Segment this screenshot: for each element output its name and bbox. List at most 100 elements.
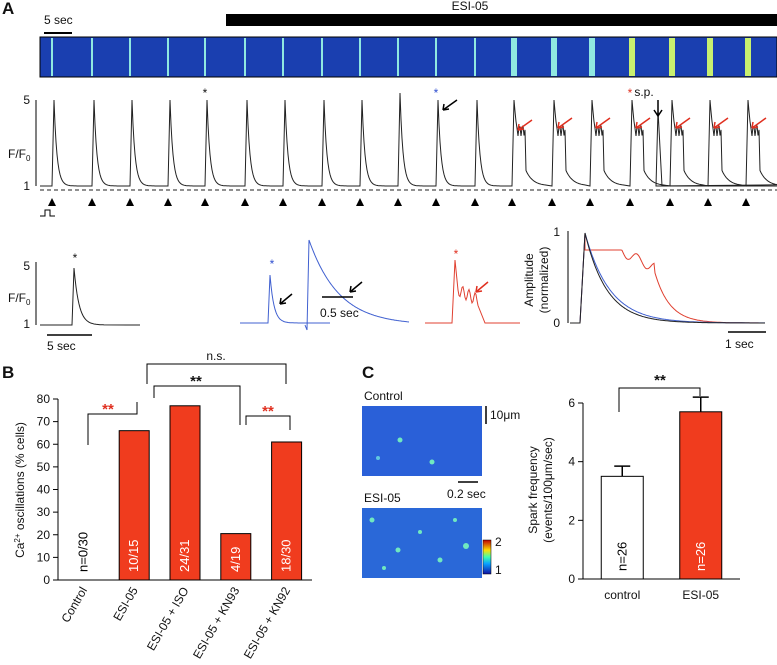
sp-label: s.p. [634,85,653,99]
y-tick-label: 30 [37,505,51,519]
spark-image [362,406,482,476]
star: * [628,86,633,100]
stim-marker [356,198,364,206]
stim-marker [88,198,96,206]
stripe [435,38,437,76]
spark-image [362,508,482,578]
significance: n.s. [206,349,225,363]
bar-label: 4/19 [228,547,243,572]
stim-marker [48,198,56,206]
y-tick-label: 40 [37,483,51,497]
arrow [635,117,651,129]
star: * [203,86,208,100]
star: * [454,247,459,261]
stim-marker [164,198,172,206]
arrow [653,100,663,118]
spark [376,456,380,460]
linescan-stripes [51,38,751,76]
stripe [474,38,476,76]
trace [425,259,520,324]
stim-marker [742,198,750,206]
arrow [713,117,729,129]
sparks [369,517,469,570]
stim-marker [241,198,249,206]
y-label: F/F0 [8,291,31,307]
bracket [153,385,241,425]
y-tick-label: 2 [568,513,575,527]
trace [570,232,765,324]
scale-label: 1 sec [725,337,754,351]
x-tick-label: ESI-05 + ISO [144,585,192,654]
scale-label: 10μm [490,408,520,422]
bracket [146,363,287,384]
colorbar [482,539,492,575]
trace [570,232,765,324]
stim-marker [201,198,209,206]
bar-label: 10/15 [126,539,141,572]
arrow [349,281,363,293]
bar [600,475,644,580]
chart-c: 0 2 4 6 n=26 control n=26 ESI-05 [568,396,740,602]
arrow [279,293,293,305]
stim-icon [40,209,55,217]
stripe [707,38,713,76]
trace [304,239,410,331]
linescan [39,36,777,78]
bracket [87,402,138,445]
y-tick-label: 6 [568,396,575,410]
stim-marker [126,198,134,206]
arrow [475,281,489,293]
y-tick-label: 50 [37,460,51,474]
arrow [751,117,767,129]
bar [220,533,252,581]
star: * [434,86,439,100]
arrow [675,117,691,129]
drug-label: ESI-05 [452,0,489,13]
stripe [511,38,517,76]
stripe [551,38,557,76]
image-label: Control [364,389,403,403]
arrow [442,99,458,111]
star: * [73,251,78,265]
stripe [204,38,206,76]
tick-label: 5 [23,93,30,107]
y-tick-label: 60 [37,437,51,451]
error-bar [692,396,709,412]
y-tick-label: 4 [568,455,575,469]
stripe [397,38,399,76]
image-label: ESI-05 [364,491,401,505]
y-label: Spark frequency [526,446,540,533]
trace [40,267,141,326]
colorbar-label: 2 [495,535,502,549]
bar [679,411,723,580]
arrow [595,117,611,129]
y-label: Amplitude [522,253,536,307]
stim-marker [626,198,634,206]
stripe [282,38,284,76]
significance: ** [262,403,274,420]
stripe [359,38,361,76]
stripe [745,38,751,76]
stim-markers [48,198,750,206]
chart-b: 01020304050607080n=0/30Control10/15ESI-0… [37,392,312,661]
y-tick-label: 0 [568,572,575,586]
spark [397,437,403,443]
bar [118,430,150,581]
x-tick-label: ESI-05 [682,588,719,602]
y-tick-label: 20 [37,528,51,542]
stripe [669,38,675,76]
trace [40,92,777,187]
x-tick-label: ESI-05 + KN92 [241,584,293,661]
bar-label: n=26 [693,542,708,571]
x-tick-label: ESI-05 + KN93 [190,584,242,661]
y-label: F/F0 [8,147,31,163]
x-tick-label: control [604,588,640,602]
bar-label: n=0/30 [75,532,90,572]
scale-label: 5 sec [47,339,76,353]
bar-label: n=26 [614,542,629,571]
bar-label: 24/31 [177,539,192,572]
y-tick-label: 0 [43,573,50,587]
y-tick-label: 80 [37,392,51,406]
bracket [245,415,291,430]
